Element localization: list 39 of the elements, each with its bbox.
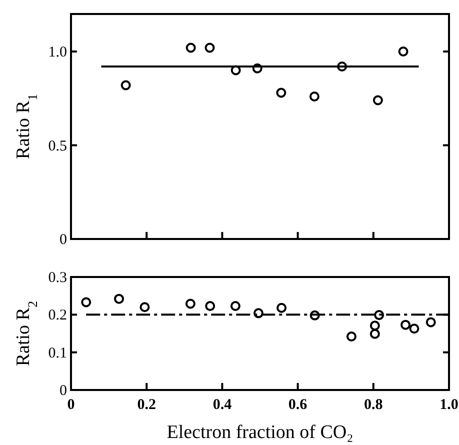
x-axis-title: Electron fraction of CO₂ [166, 422, 354, 443]
point [370, 328, 380, 339]
point [372, 95, 383, 106]
y-tick-label: 0.2 [48, 308, 67, 324]
point [276, 88, 286, 98]
point [81, 297, 92, 308]
point [370, 320, 380, 331]
point [346, 332, 356, 342]
x-tick-label: 1.0 [440, 397, 458, 413]
point [398, 46, 408, 56]
point [252, 63, 262, 74]
x-tick-label: 0.4 [212, 397, 232, 413]
x-tick-label: 0.2 [137, 397, 156, 413]
x-tick-label: 0.8 [364, 397, 383, 413]
point [205, 301, 216, 311]
point [204, 42, 215, 53]
point [230, 65, 241, 76]
point [253, 308, 264, 318]
point [120, 80, 131, 90]
y-tick-label: 0.5 [48, 138, 67, 154]
point [426, 317, 436, 328]
y-tick-label: 1.0 [48, 44, 67, 60]
point [185, 298, 196, 309]
x-tick-label: 0.6 [288, 397, 308, 413]
y-tick-label: 0.1 [48, 345, 67, 362]
point [186, 42, 196, 53]
point [310, 310, 320, 320]
point [114, 294, 124, 304]
y-tick-label: 0 [60, 232, 67, 248]
y-tick-label: 0 [60, 383, 67, 399]
point [140, 302, 150, 312]
point [409, 324, 420, 334]
point [400, 320, 411, 330]
point [374, 310, 384, 320]
point [309, 92, 320, 102]
point [337, 62, 348, 72]
y-tick-label: 0.3 [48, 270, 67, 286]
point [276, 302, 287, 313]
point [230, 301, 240, 311]
